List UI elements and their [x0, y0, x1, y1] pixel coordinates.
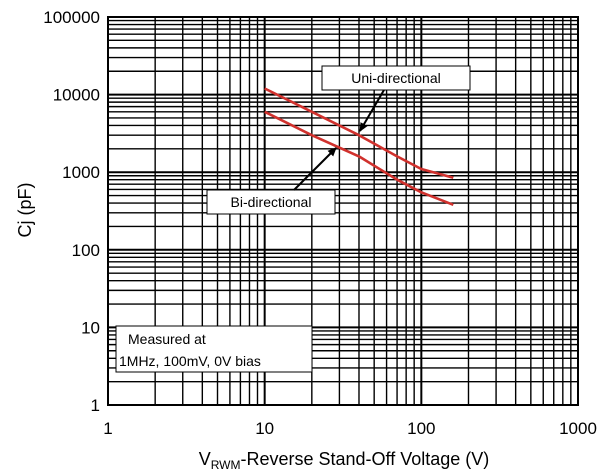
y-tick-label: 100 [72, 241, 100, 260]
uni-directional-label-box [321, 65, 471, 91]
bi-directional-label: Bi-directional [231, 194, 312, 210]
y-tick-label: 10 [81, 318, 100, 337]
x-tick-label: 10 [255, 419, 274, 438]
y-tick-labels: 100000 10000 1000 100 10 1 [43, 8, 100, 415]
x-axis-title: VRWM-Reverse Stand-Off Voltage (V) [199, 449, 490, 472]
y-tick-label: 100000 [43, 8, 100, 27]
y-tick-label: 1 [91, 396, 100, 415]
plot-frame [107, 16, 579, 406]
y-tick-label: 1000 [62, 163, 100, 182]
x-tick-label: 1000 [559, 419, 597, 438]
uni-directional-series-line [264, 87, 454, 179]
x-tick-label: 1 [103, 419, 112, 438]
measurement-note-line-2: 1MHz, 100mV, 0V bias [119, 353, 261, 369]
x-axis-title-subscript: RWM [211, 458, 241, 472]
bi-directional-label-box [206, 189, 336, 215]
uni-directional-label: Uni-directional [351, 70, 440, 86]
x-tick-labels: 1 10 100 1000 [103, 419, 597, 438]
bi-directional-arrow [293, 147, 337, 191]
y-axis-title: Cj (pF) [15, 183, 35, 238]
bi-directional-series-line [264, 110, 454, 207]
uni-directional-arrow [359, 89, 385, 132]
y-tick-label: 10000 [53, 86, 100, 105]
series-lines [264, 87, 454, 207]
measurement-note-box [115, 325, 313, 373]
x-axis-title-rest: -Reverse Stand-Off Voltage (V) [241, 449, 490, 469]
x-tick-label: 100 [407, 419, 435, 438]
x-axis-title-v: V [199, 449, 211, 469]
measurement-note-line-1: Measured at [128, 331, 206, 347]
